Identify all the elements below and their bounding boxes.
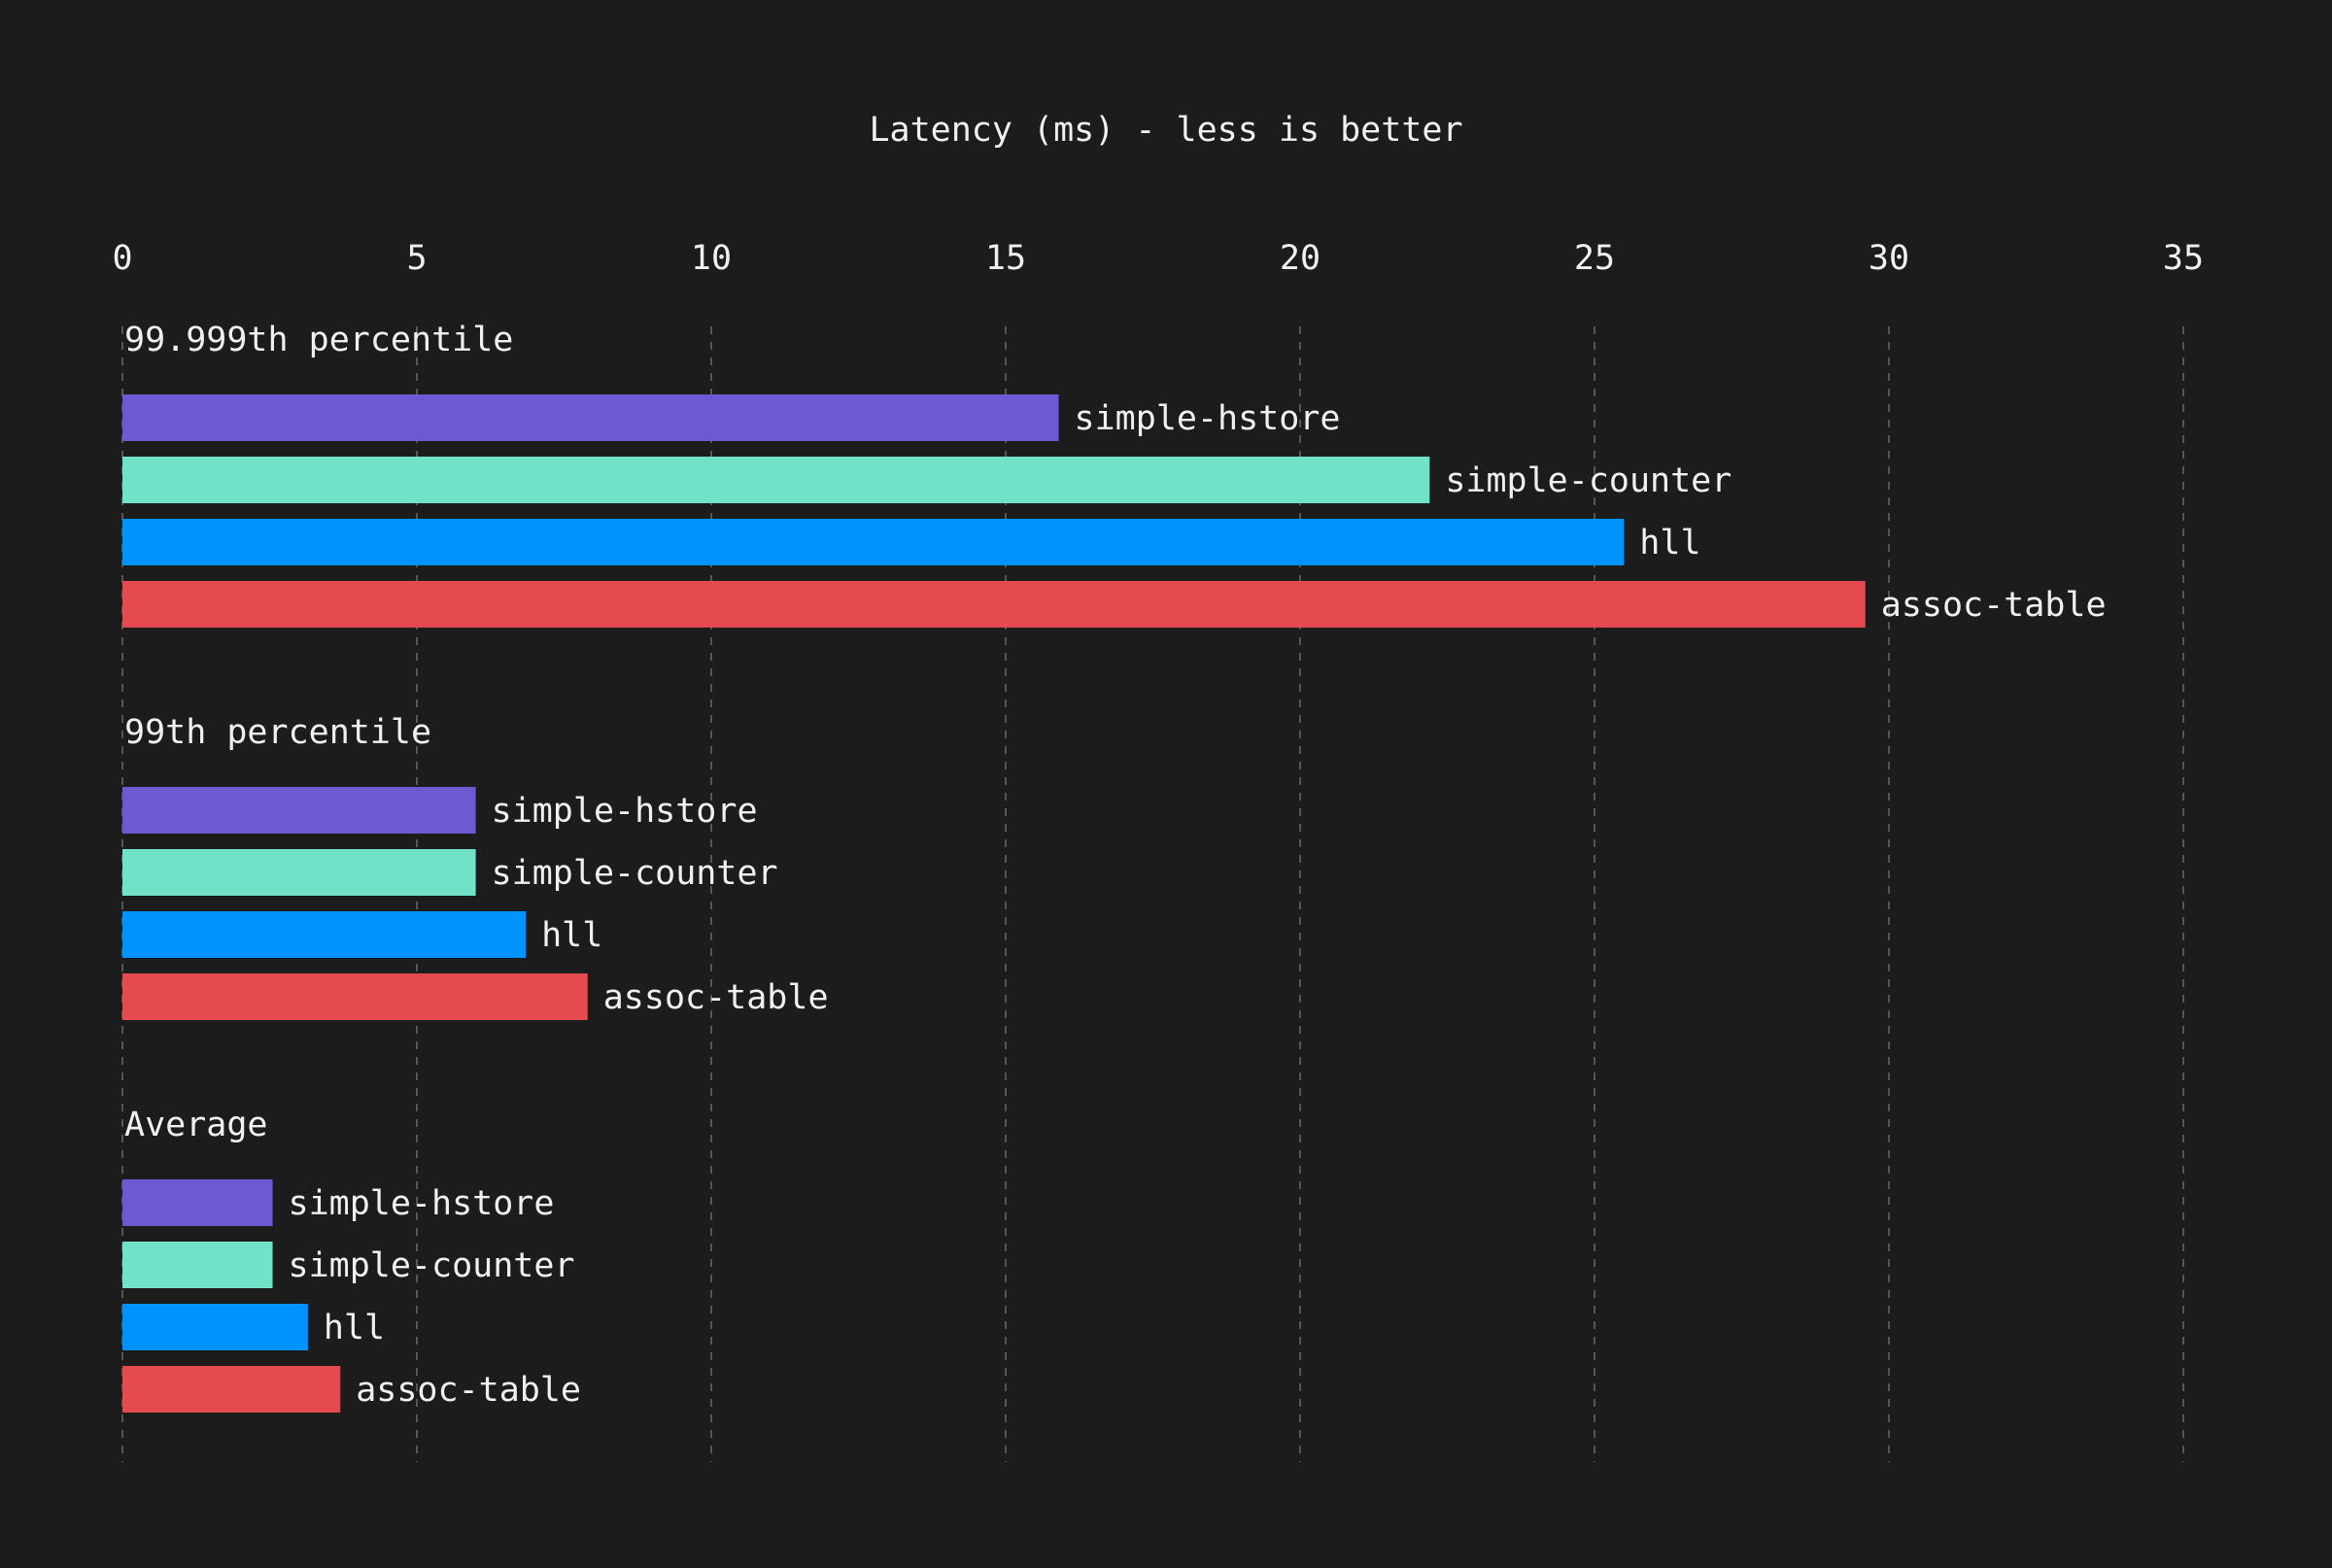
bar-simple-hstore bbox=[122, 394, 1059, 441]
bar-label-hll: hll bbox=[541, 916, 602, 955]
bar-label-hll: hll bbox=[1639, 524, 1700, 562]
bar-label-simple-hstore: simple-hstore bbox=[492, 792, 758, 831]
bar-label-hll: hll bbox=[324, 1309, 385, 1347]
x-tick-label-10: 10 bbox=[691, 239, 732, 278]
bar-hll bbox=[122, 911, 527, 958]
bar-simple-counter bbox=[122, 457, 1430, 503]
x-tick-label-25: 25 bbox=[1574, 239, 1615, 278]
bar-hll bbox=[122, 1304, 308, 1350]
x-tick-label-0: 0 bbox=[112, 239, 132, 278]
x-tick-label-30: 30 bbox=[1869, 239, 1909, 278]
x-axis-ticks: 0 5 10 15 20 25 30 35 bbox=[112, 239, 2204, 278]
bar-simple-counter bbox=[122, 849, 476, 896]
x-tick-label-5: 5 bbox=[406, 239, 427, 278]
bar-simple-hstore bbox=[122, 1179, 273, 1226]
bar-hll bbox=[122, 519, 1625, 565]
bar-group-1: 99th percentile simple-hstore simple-count… bbox=[122, 713, 829, 1020]
group-label: 99th percentile bbox=[124, 713, 431, 752]
chart-title: Latency (ms) - less is better bbox=[869, 111, 1462, 150]
bar-label-simple-counter: simple-counter bbox=[1445, 461, 1732, 500]
x-tick-label-15: 15 bbox=[985, 239, 1026, 278]
bar-label-simple-counter: simple-counter bbox=[492, 854, 778, 893]
bar-label-simple-hstore: simple-hstore bbox=[289, 1184, 555, 1223]
group-label: Average bbox=[124, 1106, 268, 1144]
bar-label-assoc-table: assoc-table bbox=[356, 1371, 581, 1410]
bar-groups: 99.999th percentile simple-hstore simple-c… bbox=[122, 321, 2107, 1413]
bar-assoc-table bbox=[122, 973, 588, 1020]
group-label: 99.999th percentile bbox=[124, 321, 513, 359]
bar-label-simple-counter: simple-counter bbox=[289, 1246, 575, 1285]
x-tick-label-20: 20 bbox=[1280, 239, 1320, 278]
bar-label-assoc-table: assoc-table bbox=[603, 978, 829, 1017]
bar-assoc-table bbox=[122, 1366, 341, 1413]
bar-assoc-table bbox=[122, 581, 1866, 628]
bar-simple-hstore bbox=[122, 787, 476, 834]
gridlines bbox=[121, 326, 2184, 1462]
bar-label-simple-hstore: simple-hstore bbox=[1075, 399, 1341, 438]
bar-group-0: 99.999th percentile simple-hstore simple-c… bbox=[122, 321, 2107, 628]
bar-label-assoc-table: assoc-table bbox=[1881, 586, 2107, 625]
x-tick-label-35: 35 bbox=[2163, 239, 2204, 278]
bar-simple-counter bbox=[122, 1242, 273, 1288]
bar-group-2: Average simple-hstore simple-counter hll ass… bbox=[122, 1106, 581, 1413]
